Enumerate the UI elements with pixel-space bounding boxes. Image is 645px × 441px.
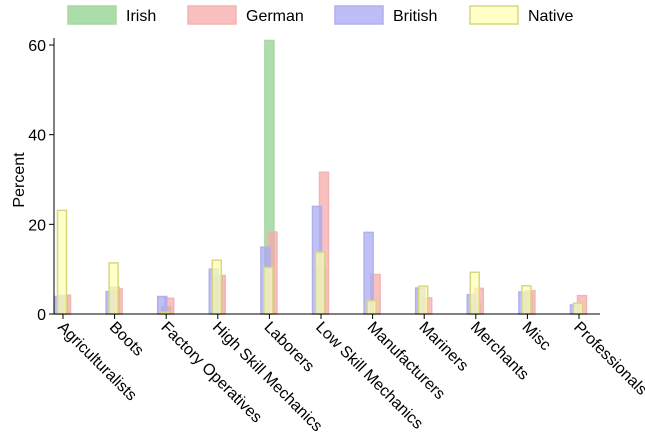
bar-group-factory-operatives <box>156 295 175 315</box>
legend-swatch-native <box>469 5 519 25</box>
bar-native <box>417 285 429 315</box>
bar-native <box>469 271 481 315</box>
axes <box>53 38 600 315</box>
bar-group-boots <box>105 262 123 315</box>
x-tick-label: Factory Operatives <box>157 319 265 427</box>
legend-swatch-british <box>334 5 384 25</box>
bar-group-manufacturers <box>363 231 381 315</box>
bar-native <box>366 299 377 315</box>
legend-label-german: German <box>246 8 304 25</box>
x-tick-label: Misc <box>519 319 554 354</box>
y-tick-label: 60 <box>28 38 46 55</box>
legend-item-native: Native <box>469 5 573 25</box>
bar-native <box>56 209 68 315</box>
bar-group-agriculturalists <box>53 209 72 315</box>
bars <box>53 39 588 315</box>
legend-item-german: German <box>187 5 304 25</box>
legend: Irish German British Native <box>67 5 573 25</box>
y-ticks: 0 20 40 60 <box>28 38 54 324</box>
bar-native <box>108 262 119 315</box>
bar-group-high-skill-mechanics <box>208 259 227 315</box>
legend-item-british: British <box>334 5 437 25</box>
bar-group-low-skill-mechanics <box>311 171 330 315</box>
y-tick-label: 20 <box>28 217 46 234</box>
legend-swatch-german <box>187 5 237 25</box>
legend-swatch-irish <box>67 5 117 25</box>
x-tick-label: Boots <box>106 319 147 360</box>
y-axis-title: Percent <box>11 152 28 208</box>
bar-group-professionals <box>569 294 588 315</box>
y-tick-label: 40 <box>28 128 46 145</box>
bar-group-mariners <box>414 285 433 315</box>
bar-native <box>314 251 326 315</box>
legend-item-irish: Irish <box>67 5 156 25</box>
bar-native <box>211 259 223 315</box>
x-tick-label: Professionals <box>570 319 645 399</box>
bar-group-merchants <box>466 271 485 315</box>
bar-group-misc <box>518 285 536 315</box>
bar-native <box>263 266 274 315</box>
bar-group-laborers <box>260 39 278 315</box>
legend-label-native: Native <box>528 8 573 25</box>
legend-label-british: British <box>393 8 437 25</box>
bar-british <box>156 295 168 315</box>
y-tick-label: 0 <box>37 307 46 324</box>
bar-native <box>572 302 584 315</box>
legend-label-irish: Irish <box>126 8 156 25</box>
bar-native <box>521 285 532 315</box>
